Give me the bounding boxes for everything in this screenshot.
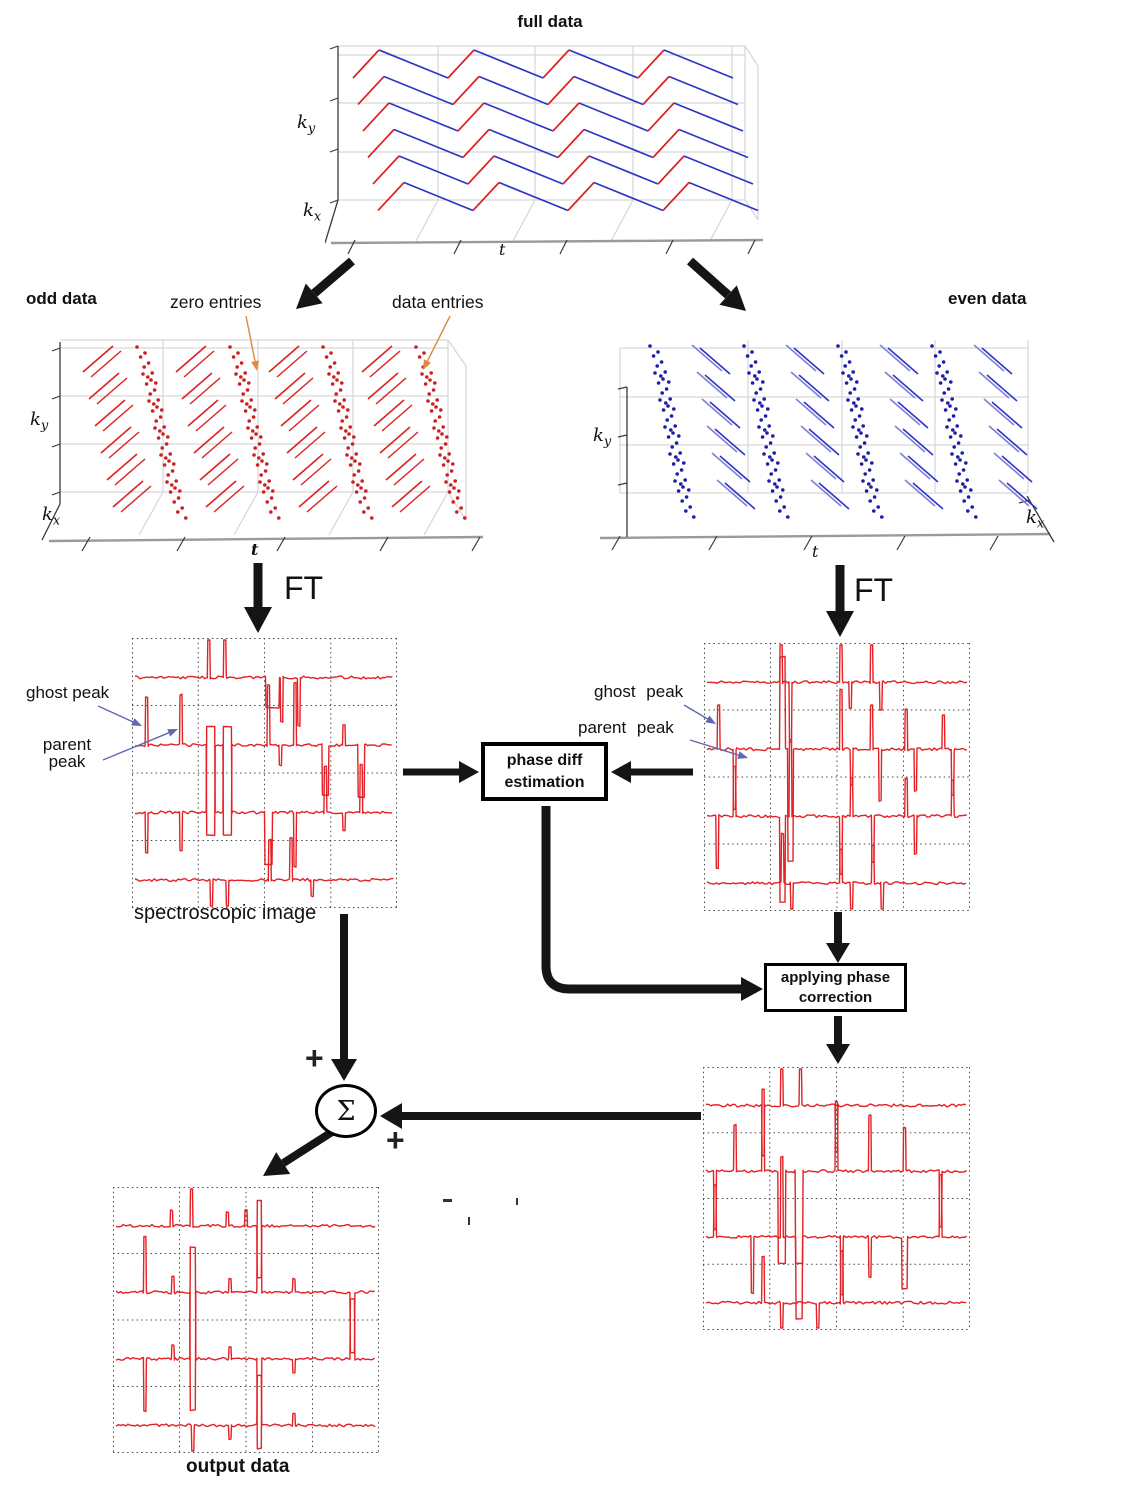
kspace-plot-odd-data — [35, 328, 485, 568]
kspace-plot-even-data — [598, 335, 1070, 575]
spectroscopic-panel-even — [704, 643, 970, 911]
applying-phase-correction-box: applying phase correction — [764, 963, 907, 1012]
artifact-dash — [443, 1199, 452, 1202]
arrow-full-to-even — [687, 257, 746, 311]
label-spectroscopic-image: spectroscopic image — [134, 902, 317, 924]
plus-sign-left: + — [305, 1040, 324, 1076]
label-ft-left: FT — [284, 570, 324, 606]
label-zero-entries: zero entries — [170, 292, 262, 312]
arrow-full-to-odd — [296, 257, 355, 309]
label-ghost-peak-left: ghost peak — [26, 683, 110, 702]
arrow-ft-left — [244, 563, 272, 633]
label-data-entries: data entries — [392, 292, 484, 312]
artifact-tick-1 — [516, 1198, 518, 1205]
kspace-plot-full-data — [325, 38, 765, 263]
axis-ky-odd: ky — [30, 409, 49, 434]
arrow-evenspec-to-applybox — [826, 912, 850, 963]
axis-ky-full: ky — [297, 112, 316, 137]
label-output-data: output data — [186, 1456, 290, 1477]
label-parent-peak-left: parent peak — [42, 735, 92, 771]
axis-kx-full: kx — [303, 200, 322, 225]
arrow-sigma-to-output — [263, 1128, 335, 1176]
arrow-oddspec-to-phasebox — [403, 761, 479, 783]
artifact-tick-2 — [468, 1217, 470, 1225]
axis-kx-odd: kx — [42, 504, 61, 529]
label-even-data: even data — [948, 289, 1027, 308]
arrow-applybox-to-corrected — [826, 1016, 850, 1064]
label-odd-data: odd data — [26, 289, 97, 308]
label-ft-right: FT — [854, 572, 894, 608]
plus-sign-right: + — [386, 1122, 405, 1158]
arrow-ft-right — [826, 565, 854, 637]
arrow-corrected-to-sigma — [380, 1103, 701, 1129]
spectroscopic-panel-corrected — [703, 1067, 970, 1330]
label-ghost-peak-right: ghost peak — [594, 682, 684, 701]
axis-t-even: t — [812, 542, 819, 561]
spectroscopic-panel-output — [113, 1187, 379, 1453]
sigma-symbol: Σ — [336, 1095, 356, 1127]
arrow-oddspec-to-sigma — [331, 914, 357, 1081]
axis-t-odd: t — [251, 540, 259, 559]
axis-ky-even: ky — [593, 425, 612, 450]
axis-t-full: t — [499, 240, 506, 259]
title-full-data: full data — [517, 12, 583, 31]
axis-kx-even: kx — [1026, 507, 1045, 532]
phase-diff-estimation-box: phase diff estimation — [481, 742, 608, 801]
sigma-sum-node: Σ — [315, 1084, 377, 1138]
spectroscopic-panel-odd — [132, 638, 397, 908]
label-parent-peak-right: parent peak — [578, 718, 674, 737]
arrow-evenspec-to-phasebox — [611, 761, 693, 783]
